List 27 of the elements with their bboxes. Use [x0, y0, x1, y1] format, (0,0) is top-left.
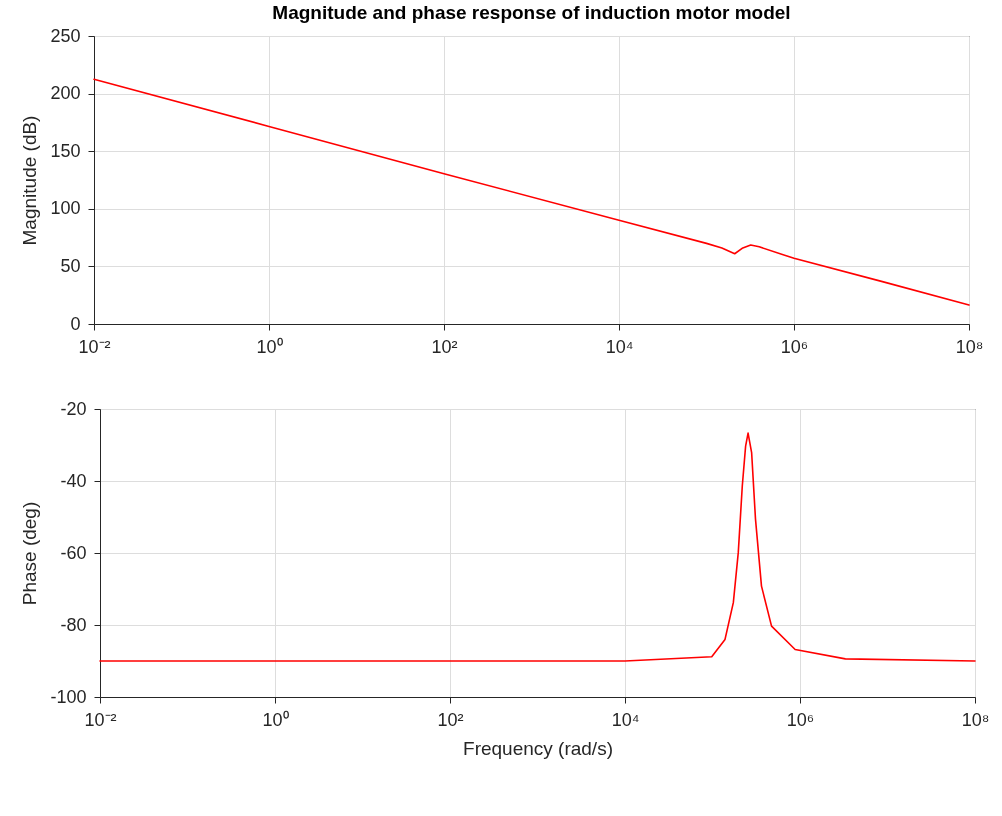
- x-tick-label: 10⁰: [262, 709, 289, 730]
- x-tick-label: 10⁴: [611, 709, 640, 730]
- x-tick-label: 10⁴: [605, 336, 634, 357]
- x-tick-label: 10⁶: [786, 709, 815, 730]
- y-tick-label: -100: [50, 686, 87, 707]
- x-tick-label: 10⁸: [955, 336, 984, 357]
- chart-title: Magnitude and phase response of induction motor model: [272, 2, 791, 23]
- x-tick-label: 10²: [437, 709, 464, 730]
- y-tick-label: 0: [70, 313, 81, 334]
- y-tick-label: -80: [60, 614, 87, 635]
- x-tick-label: 10⁰: [256, 336, 283, 357]
- y-tick-label: 200: [50, 83, 81, 104]
- x-tick-label: 10⁶: [780, 336, 809, 357]
- y-tick-label: -60: [60, 542, 87, 563]
- y-axis-title: Phase (deg): [19, 501, 41, 606]
- y-tick-label: -40: [60, 470, 87, 491]
- y-tick-label: 150: [50, 140, 81, 161]
- x-tick-label: 10⁸: [961, 709, 990, 730]
- y-tick-label: -20: [60, 398, 87, 419]
- y-tick-label: 100: [50, 198, 81, 219]
- y-tick-label: 250: [50, 25, 81, 46]
- y-axis-title: Magnitude (dB): [19, 115, 41, 246]
- x-tick-label: 10⁻²: [78, 336, 111, 357]
- x-tick-label: 10²: [431, 336, 458, 357]
- y-tick-label: 50: [60, 255, 81, 276]
- x-axis-title: Frequency (rad/s): [463, 737, 613, 759]
- x-tick-label: 10⁻²: [84, 709, 117, 730]
